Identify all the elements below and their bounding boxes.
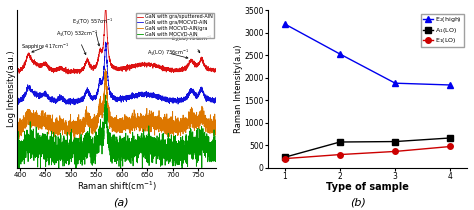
- GaN with gra/sputtered-AlN: [188, 59, 194, 61]
- GaN with MOCVD-AlN: [188, 144, 194, 147]
- GaN with gra/MOCVD-AlN: [49, 100, 55, 102]
- Legend: E$_2$(high), A$_1$(LO), E$_1$(LO): E$_2$(high), A$_1$(LO), E$_1$(LO): [421, 14, 464, 47]
- Text: A$_1$(LO) 736cm$^{-1}$: A$_1$(LO) 736cm$^{-1}$: [147, 48, 190, 58]
- E$_1$(LO): [392, 150, 398, 153]
- GaN with gra/MOCVD-AlN: [188, 89, 194, 91]
- GaN with gra/sputtered-AlN: [65, 73, 71, 75]
- Line: E$_2$(high): E$_2$(high): [282, 21, 453, 88]
- GaN with MOCVD-AlN/gra: [210, 126, 215, 129]
- GaN with MOCVD-AlN/gra: [188, 115, 194, 117]
- GaN with gra/MOCVD-AlN: [68, 104, 73, 106]
- GaN with gra/MOCVD-AlN: [210, 97, 215, 99]
- GaN with gra/MOCVD-AlN: [100, 82, 105, 84]
- Text: E$_2$(high) 568.2cm$^{-1}$: E$_2$(high) 568.2cm$^{-1}$: [0, 209, 1, 210]
- GaN with gra/sputtered-AlN: [213, 71, 219, 73]
- A$_1$(LO): [337, 141, 343, 143]
- GaN with gra/sputtered-AlN: [49, 70, 55, 73]
- GaN with gra/sputtered-AlN: [103, 5, 109, 8]
- E$_2$(high): [337, 53, 343, 55]
- Line: E$_1$(LO): E$_1$(LO): [282, 144, 453, 161]
- E$_1$(LO): [282, 157, 287, 160]
- GaN with MOCVD-AlN/gra: [37, 124, 43, 127]
- GaN with gra/MOCVD-AlN: [103, 41, 109, 43]
- GaN with MOCVD-AlN/gra: [213, 131, 219, 133]
- GaN with MOCVD-AlN/gra: [102, 68, 108, 70]
- Line: GaN with MOCVD-AlN: GaN with MOCVD-AlN: [18, 95, 216, 210]
- GaN with MOCVD-AlN: [100, 138, 105, 141]
- E$_2$(high): [447, 84, 453, 86]
- GaN with MOCVD-AlN: [49, 156, 55, 159]
- X-axis label: Raman shift(cm$^{-1}$): Raman shift(cm$^{-1}$): [77, 179, 157, 193]
- GaN with MOCVD-AlN/gra: [71, 139, 77, 142]
- GaN with MOCVD-AlN: [210, 146, 215, 148]
- Line: GaN with gra/MOCVD-AlN: GaN with gra/MOCVD-AlN: [18, 42, 216, 105]
- Line: GaN with gra/sputtered-AlN: GaN with gra/sputtered-AlN: [18, 6, 216, 74]
- Y-axis label: Raman Intensity(a.u): Raman Intensity(a.u): [234, 45, 243, 133]
- GaN with gra/MOCVD-AlN: [213, 99, 219, 101]
- GaN with MOCVD-AlN: [37, 146, 43, 149]
- Line: A$_1$(LO): A$_1$(LO): [282, 135, 453, 160]
- Y-axis label: Log Intensity(a.u.): Log Intensity(a.u.): [7, 51, 16, 127]
- GaN with MOCVD-AlN/gra: [91, 125, 97, 128]
- X-axis label: Type of sample: Type of sample: [326, 182, 409, 192]
- Text: E$_1$(LO) 756cm$^{-1}$: E$_1$(LO) 756cm$^{-1}$: [171, 34, 213, 53]
- GaN with MOCVD-AlN: [213, 154, 219, 156]
- GaN with gra/MOCVD-AlN: [91, 98, 97, 100]
- A$_1$(LO): [447, 137, 453, 139]
- Text: A$_1$(TO) 532cm$^{-1}$: A$_1$(TO) 532cm$^{-1}$: [55, 29, 98, 55]
- Text: E$_1$(TO) 557cm$^{-1}$: E$_1$(TO) 557cm$^{-1}$: [73, 17, 114, 46]
- GaN with MOCVD-AlN/gra: [100, 109, 105, 112]
- GaN with MOCVD-AlN: [91, 156, 97, 159]
- Text: (b): (b): [350, 198, 366, 208]
- GaN with gra/MOCVD-AlN: [37, 95, 43, 97]
- Legend: GaN with gra/sputtered-AlN, GaN with gra/MOCVD-AlN, GaN with MOCVD-AlN/gra, GaN : GaN with gra/sputtered-AlN, GaN with gra…: [136, 13, 214, 38]
- GaN with MOCVD-AlN: [103, 94, 109, 96]
- A$_1$(LO): [282, 156, 287, 159]
- GaN with gra/sputtered-AlN: [37, 63, 43, 66]
- GaN with gra/sputtered-AlN: [91, 64, 97, 66]
- GaN with gra/MOCVD-AlN: [15, 101, 20, 103]
- E$_1$(LO): [447, 145, 453, 148]
- E$_1$(LO): [337, 153, 343, 156]
- GaN with MOCVD-AlN: [15, 152, 20, 155]
- GaN with gra/sputtered-AlN: [100, 50, 105, 52]
- GaN with MOCVD-AlN/gra: [49, 120, 55, 122]
- E$_2$(high): [392, 82, 398, 84]
- GaN with gra/sputtered-AlN: [15, 71, 20, 74]
- GaN with MOCVD-AlN/gra: [15, 122, 20, 125]
- Text: (a): (a): [113, 198, 128, 208]
- E$_2$(high): [282, 23, 287, 25]
- Text: Sapphire 417cm$^{-1}$: Sapphire 417cm$^{-1}$: [21, 42, 69, 52]
- A$_1$(LO): [392, 140, 398, 143]
- GaN with gra/sputtered-AlN: [210, 70, 215, 72]
- Line: GaN with MOCVD-AlN/gra: GaN with MOCVD-AlN/gra: [18, 69, 216, 140]
